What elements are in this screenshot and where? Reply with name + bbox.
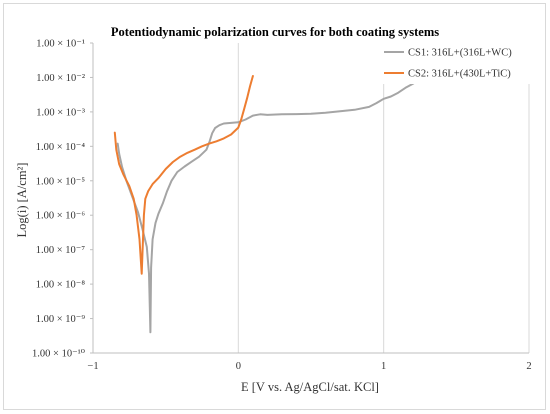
x-tick-label: 2 xyxy=(526,361,531,372)
y-axis-label: Log(i) [A/cm²] xyxy=(15,163,29,238)
grid-lines xyxy=(92,43,530,353)
axes xyxy=(90,42,529,354)
series-line-2 xyxy=(113,75,254,275)
legend-label-2: CS2: 316L+(430L+TiC) xyxy=(408,69,511,80)
chart-title: Potentiodynamic polarization curves for … xyxy=(111,25,439,39)
y-tick-label: 1.00 × 10⁻¹⁰ xyxy=(32,349,85,360)
x-axis-label: E [V vs. Ag/AgCl/sat. KCl] xyxy=(241,380,379,394)
x-tick-labels: −1 0 1 2 xyxy=(87,361,531,372)
y-tick-label: 1.00 × 10⁻⁶ xyxy=(36,211,86,222)
y-tick-label: 1.00 × 10⁻⁹ xyxy=(36,314,86,325)
data-series xyxy=(113,75,423,334)
y-tick-label: 1.00 × 10⁻¹ xyxy=(36,39,85,50)
y-tick-label: 1.00 × 10⁻⁵ xyxy=(36,176,86,187)
series-line-1 xyxy=(116,77,423,334)
y-tick-label: 1.00 × 10⁻⁷ xyxy=(36,245,86,256)
x-tick-label: 1 xyxy=(381,361,386,372)
y-tick-label: 1.00 × 10⁻³ xyxy=(36,107,85,118)
legend-label-1: CS1: 316L+(316L+WC) xyxy=(408,48,512,59)
y-tick-label: 1.00 × 10⁻⁴ xyxy=(36,142,86,153)
y-tick-label: 1.00 × 10⁻² xyxy=(36,73,85,84)
legend: CS1: 316L+(316L+WC) CS2: 316L+(430L+TiC) xyxy=(378,42,538,84)
x-tick-label: −1 xyxy=(87,361,98,372)
y-tick-label: 1.00 × 10⁻⁸ xyxy=(36,280,86,291)
y-tick-labels: 1.00 × 10⁻¹⁰ 1.00 × 10⁻⁹ 1.00 × 10⁻⁸ 1.00 ×… xyxy=(32,39,85,360)
legend-box xyxy=(378,42,538,84)
x-tick-label: 0 xyxy=(236,361,241,372)
